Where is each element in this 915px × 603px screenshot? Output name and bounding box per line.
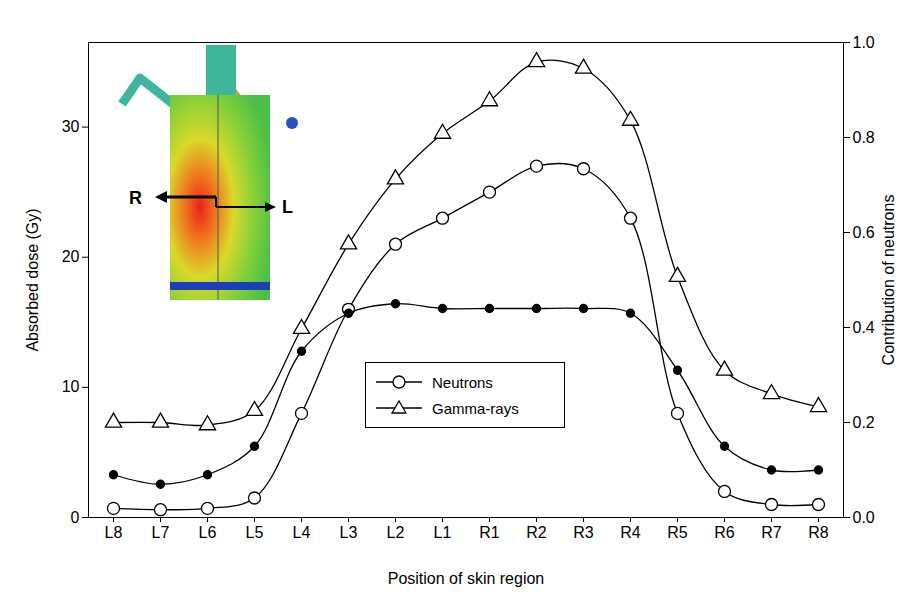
svg-text:R1: R1 bbox=[479, 524, 500, 541]
svg-text:R4: R4 bbox=[620, 524, 641, 541]
svg-text:R8: R8 bbox=[808, 524, 829, 541]
svg-text:0.6: 0.6 bbox=[853, 224, 875, 241]
html-text:Neutrons: Neutrons bbox=[432, 373, 493, 391]
svg-text:R: R bbox=[129, 188, 142, 208]
svg-text:0: 0 bbox=[71, 509, 80, 526]
svg-text:R5: R5 bbox=[667, 524, 688, 541]
svg-text:20: 20 bbox=[62, 248, 80, 265]
svg-text:10: 10 bbox=[62, 378, 80, 395]
svg-text:L3: L3 bbox=[340, 524, 358, 541]
svg-text:L8: L8 bbox=[105, 524, 123, 541]
svg-text:30: 30 bbox=[62, 118, 80, 135]
svg-text:R7: R7 bbox=[761, 524, 782, 541]
svg-text:Position of skin region: Position of skin region bbox=[388, 570, 545, 587]
svg-text:L5: L5 bbox=[246, 524, 264, 541]
svg-text:0.2: 0.2 bbox=[853, 414, 875, 431]
svg-text:L4: L4 bbox=[293, 524, 311, 541]
svg-text:0.8: 0.8 bbox=[853, 129, 875, 146]
svg-text:R6: R6 bbox=[714, 524, 735, 541]
svg-text:0.4: 0.4 bbox=[853, 319, 875, 336]
svg-text:1.0: 1.0 bbox=[853, 34, 875, 51]
svg-text:L: L bbox=[282, 197, 293, 217]
svg-text:L1: L1 bbox=[434, 524, 452, 541]
svg-text:0.0: 0.0 bbox=[853, 509, 875, 526]
html-text:Gamma-rays: Gamma-rays bbox=[432, 399, 519, 417]
svg-text:L2: L2 bbox=[387, 524, 405, 541]
svg-text:L7: L7 bbox=[152, 524, 170, 541]
svg-text:Absorbed dose (Gy): Absorbed dose (Gy) bbox=[24, 208, 41, 351]
svg-text:R3: R3 bbox=[573, 524, 594, 541]
svg-text:R2: R2 bbox=[526, 524, 547, 541]
svg-text:L6: L6 bbox=[199, 524, 217, 541]
svg-text:Contribution of neutrons: Contribution of neutrons bbox=[880, 195, 897, 366]
